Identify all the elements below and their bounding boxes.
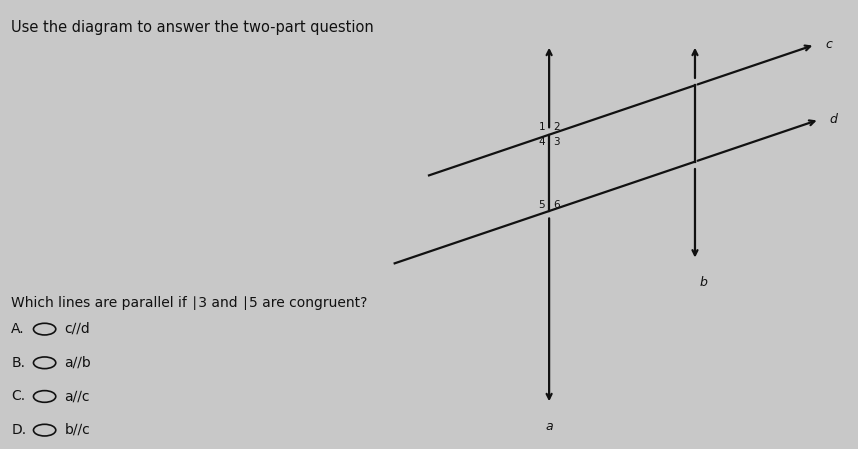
Text: 2: 2 [553, 122, 560, 132]
Text: D.: D. [11, 423, 27, 437]
Text: 4: 4 [538, 137, 545, 147]
Text: 1: 1 [538, 122, 545, 132]
Text: B.: B. [11, 356, 25, 370]
Text: 3: 3 [553, 137, 560, 147]
Text: c: c [825, 38, 832, 51]
Text: b: b [699, 276, 707, 289]
Text: 6: 6 [553, 200, 560, 210]
Text: a∕∕c: a∕∕c [64, 389, 90, 404]
Text: A.: A. [11, 322, 25, 336]
Text: Which lines are parallel if ∣3 and ∣5 are congruent?: Which lines are parallel if ∣3 and ∣5 ar… [11, 296, 367, 310]
Text: C.: C. [11, 389, 25, 404]
Text: 5: 5 [538, 200, 545, 210]
Text: d: d [830, 113, 837, 126]
Text: a∕∕b: a∕∕b [64, 356, 91, 370]
Text: b∕∕c: b∕∕c [64, 423, 90, 437]
Text: c∕∕d: c∕∕d [64, 322, 90, 336]
Text: Use the diagram to answer the two-part question: Use the diagram to answer the two-part q… [11, 20, 374, 35]
Text: a: a [546, 420, 553, 433]
